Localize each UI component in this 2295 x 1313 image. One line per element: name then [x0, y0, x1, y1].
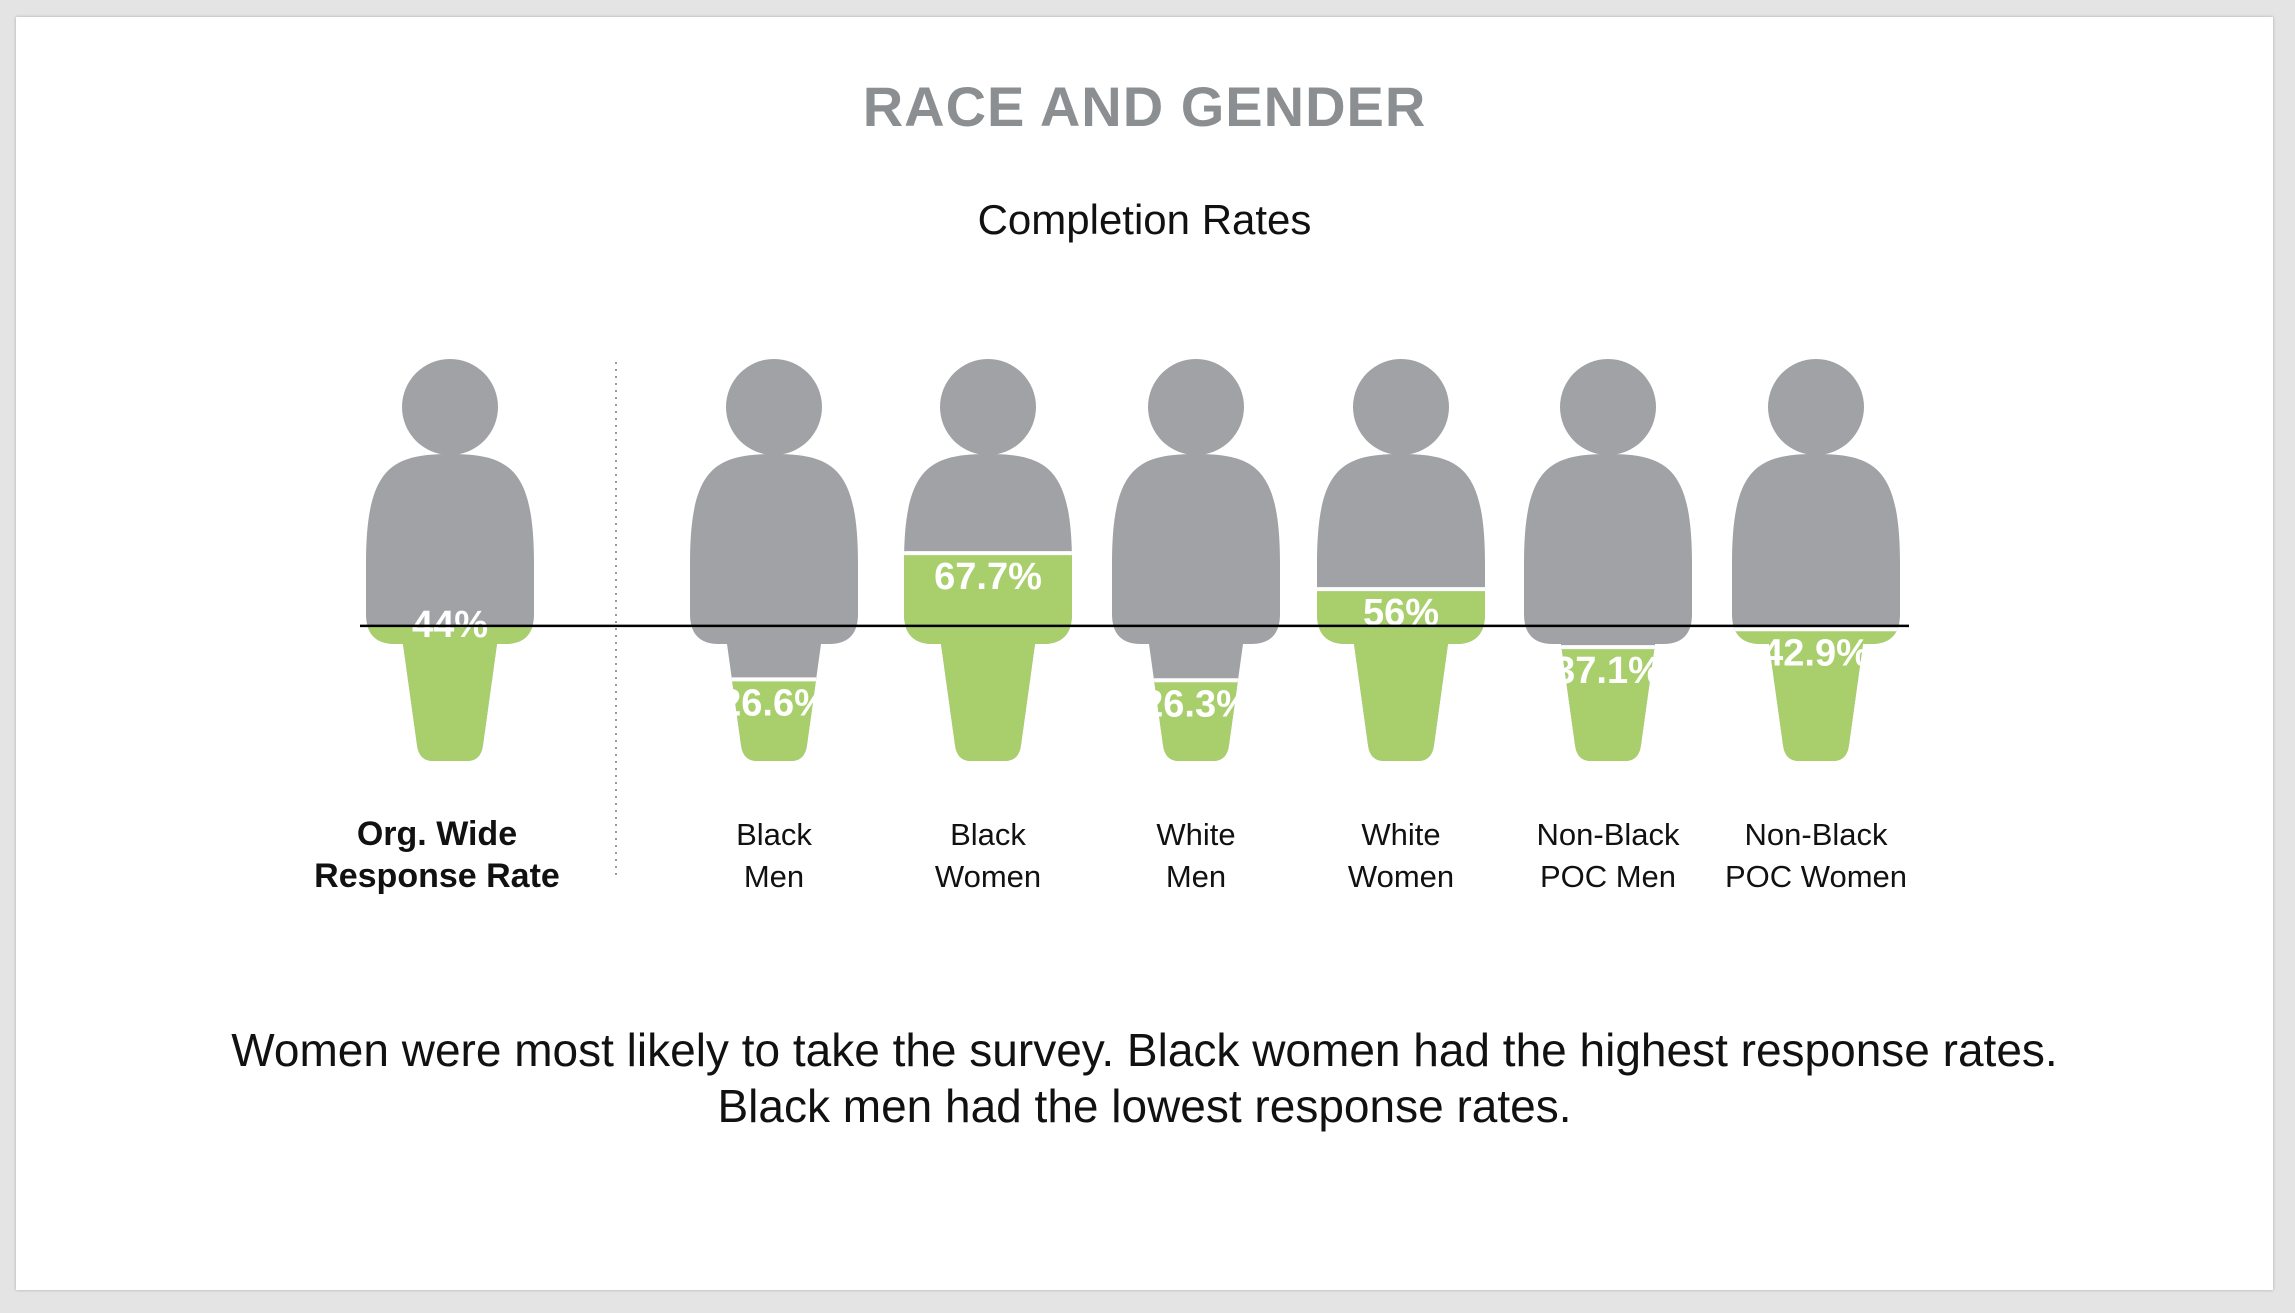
figure-body: [690, 454, 858, 761]
figure-head: [1353, 359, 1449, 455]
figure-body: [366, 454, 534, 761]
category-figure: 67.7% Black Women: [904, 359, 1072, 894]
figure-head: [940, 359, 1036, 455]
figure-body: [1112, 454, 1280, 761]
fill-bar: [366, 625, 534, 761]
value-label: 26.6%: [720, 682, 828, 724]
category-label-line: White: [1156, 817, 1235, 852]
category-label-line: White: [1361, 817, 1440, 852]
category-label-line: POC Men: [1540, 859, 1676, 894]
value-label: 42.9%: [1762, 632, 1870, 674]
category-label-line: Non-Black: [1537, 817, 1680, 852]
category-label-line: Black: [950, 817, 1026, 852]
slide-title: RACE AND GENDER: [862, 75, 1427, 138]
slide-caption: Women were most likely to take the surve…: [16, 1022, 2273, 1134]
value-label: 67.7%: [934, 556, 1042, 598]
category-label-line: Women: [935, 859, 1041, 894]
category-label-line: Men: [744, 859, 804, 894]
slide: RACE AND GENDER Completion Rates 44% Org.…: [16, 17, 2273, 1290]
value-label: 37.1%: [1554, 650, 1662, 692]
figure-head: [726, 359, 822, 455]
category-label-line: POC Women: [1725, 859, 1907, 894]
chart-title: Completion Rates: [977, 196, 1312, 243]
figure-head: [1560, 359, 1656, 455]
figure-head: [402, 359, 498, 455]
value-label: 26.3%: [1142, 683, 1250, 725]
category-label-line: Black: [736, 817, 812, 852]
caption-line-2: Black men had the lowest response rates.: [717, 1080, 1572, 1133]
category-label-line: Non-Black: [1745, 817, 1888, 852]
category-label-line: Women: [1348, 859, 1454, 894]
figure-head: [1148, 359, 1244, 455]
figure-body: [1732, 454, 1900, 761]
figure-head: [1768, 359, 1864, 455]
reference-label-line: Response Rate: [314, 857, 560, 895]
reference-label-line: Org. Wide: [357, 815, 517, 853]
caption-line-1: Women were most likely to take the surve…: [231, 1024, 2058, 1076]
category-label-line: Men: [1166, 859, 1226, 894]
value-label: 56%: [1363, 592, 1439, 634]
figure-body: [1524, 454, 1692, 761]
